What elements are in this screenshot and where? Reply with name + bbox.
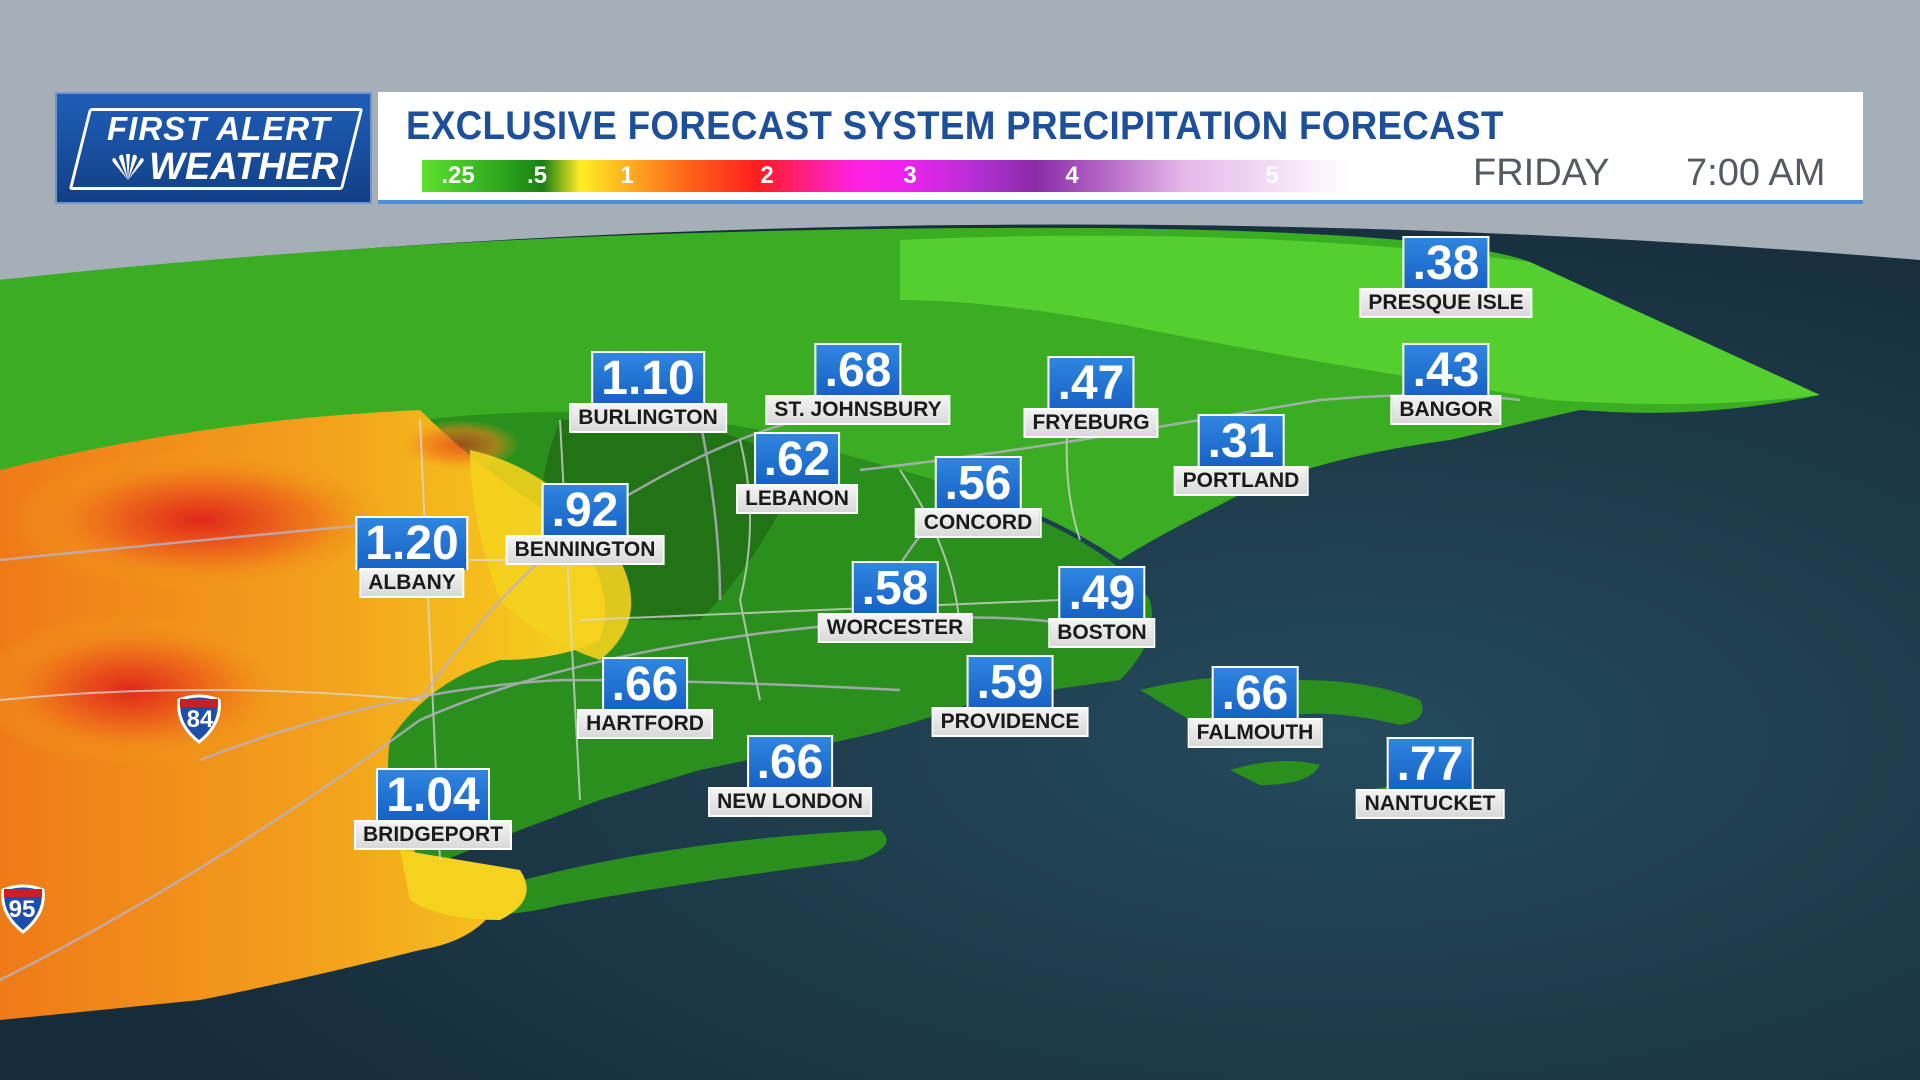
city-value: .47 (1047, 356, 1135, 410)
long-island (470, 830, 887, 914)
peacock-icon (112, 154, 144, 180)
scale-label-1: 1 (620, 162, 634, 189)
city-name: BOSTON (1048, 618, 1156, 648)
city-name: NEW LONDON (708, 787, 872, 817)
forecast-time: 7:00 AM (1686, 152, 1826, 194)
city-label-bennington: .92 BENNINGTON (505, 483, 665, 565)
city-value: .77 (1386, 737, 1474, 791)
city-label-bridgeport: 1.04 BRIDGEPORT (353, 768, 513, 850)
forecast-day: FRIDAY (1473, 152, 1610, 194)
city-value: .38 (1402, 236, 1490, 290)
city-label-nantucket: .77 NANTUCKET (1355, 737, 1505, 819)
city-name: ST. JOHNSBURY (765, 395, 951, 425)
city-value: .31 (1197, 414, 1285, 468)
interstate-84-shield-icon (177, 694, 221, 744)
city-value: 1.10 (591, 351, 705, 405)
city-name: NANTUCKET (1355, 789, 1505, 819)
city-value: .49 (1058, 566, 1146, 620)
city-value: .66 (1211, 666, 1299, 720)
city-label-boston: .49 BOSTON (1048, 566, 1156, 648)
city-value: 1.20 (355, 516, 469, 570)
logo-line1: FIRST ALERT (107, 110, 331, 147)
city-label-falmouth: .66 FALMOUTH (1187, 666, 1323, 748)
yellow-coast (400, 850, 527, 920)
precipitation-scale-bar: .25 .5 1 2 3 4 5 (422, 160, 1352, 192)
city-name: WORCESTER (817, 613, 973, 643)
city-label-st-johnsbury: .68 ST. JOHNSBURY (765, 343, 951, 425)
scale-label-3: 3 (903, 162, 917, 189)
city-label-new-london: .66 NEW LONDON (708, 735, 872, 817)
page-title: EXCLUSIVE FORECAST SYSTEM PRECIPITATION … (406, 104, 1504, 148)
red-hotspot-1 (10, 450, 390, 590)
city-value: .59 (966, 655, 1054, 709)
city-label-presque-isle: .38 PRESQUE ISLE (1359, 236, 1533, 318)
marthas-vineyard (1230, 761, 1320, 785)
city-label-hartford: .66 HARTFORD (577, 657, 713, 739)
city-value: .43 (1402, 343, 1490, 397)
city-label-fryeburg: .47 FRYEBURG (1023, 356, 1159, 438)
scale-label-2: 2 (760, 162, 774, 189)
scale-label-025: .25 (441, 162, 475, 189)
city-name: BURLINGTON (569, 403, 727, 433)
city-label-portland: .31 PORTLAND (1173, 414, 1309, 496)
interstate-84-label: 84 (186, 706, 214, 733)
city-value: .58 (851, 561, 939, 615)
interstate-95-label: 95 (8, 896, 36, 923)
city-name: HARTFORD (577, 709, 713, 739)
first-alert-weather-logo: FIRST ALERT WEATHER (55, 92, 372, 204)
city-name: PORTLAND (1173, 466, 1309, 496)
city-value: .92 (541, 483, 629, 537)
scale-label-5: 5 (1265, 162, 1279, 189)
city-name: FRYEBURG (1023, 408, 1159, 438)
city-name: BRIDGEPORT (353, 820, 513, 850)
city-value: .66 (601, 657, 689, 711)
city-name: BANGOR (1390, 395, 1502, 425)
scale-label-4: 4 (1065, 162, 1079, 189)
city-label-bangor: .43 BANGOR (1390, 343, 1502, 425)
city-name: LEBANON (736, 484, 858, 514)
city-name: PROVIDENCE (931, 707, 1089, 737)
city-value: .56 (934, 456, 1022, 510)
city-name: FALMOUTH (1187, 718, 1323, 748)
city-value: .62 (753, 432, 841, 486)
city-label-lebanon: .62 LEBANON (736, 432, 858, 514)
city-name: ALBANY (359, 568, 465, 598)
interstate-95-shield-icon (1, 884, 45, 934)
north-land-light (900, 235, 1820, 404)
city-name: CONCORD (914, 508, 1042, 538)
scale-label-05: .5 (526, 162, 548, 189)
city-label-burlington: 1.10 BURLINGTON (569, 351, 727, 433)
title-bar: EXCLUSIVE FORECAST SYSTEM PRECIPITATION … (378, 92, 1863, 204)
city-label-concord: .56 CONCORD (914, 456, 1042, 538)
city-label-providence: .59 PROVIDENCE (931, 655, 1089, 737)
city-value: .68 (814, 343, 902, 397)
logo-line2: WEATHER (149, 146, 339, 188)
city-value: 1.04 (376, 768, 490, 822)
city-label-worcester: .58 WORCESTER (817, 561, 973, 643)
city-name: BENNINGTON (505, 535, 665, 565)
city-name: PRESQUE ISLE (1359, 288, 1533, 318)
city-label-albany: 1.20 ALBANY (355, 516, 469, 598)
city-value: .66 (746, 735, 834, 789)
